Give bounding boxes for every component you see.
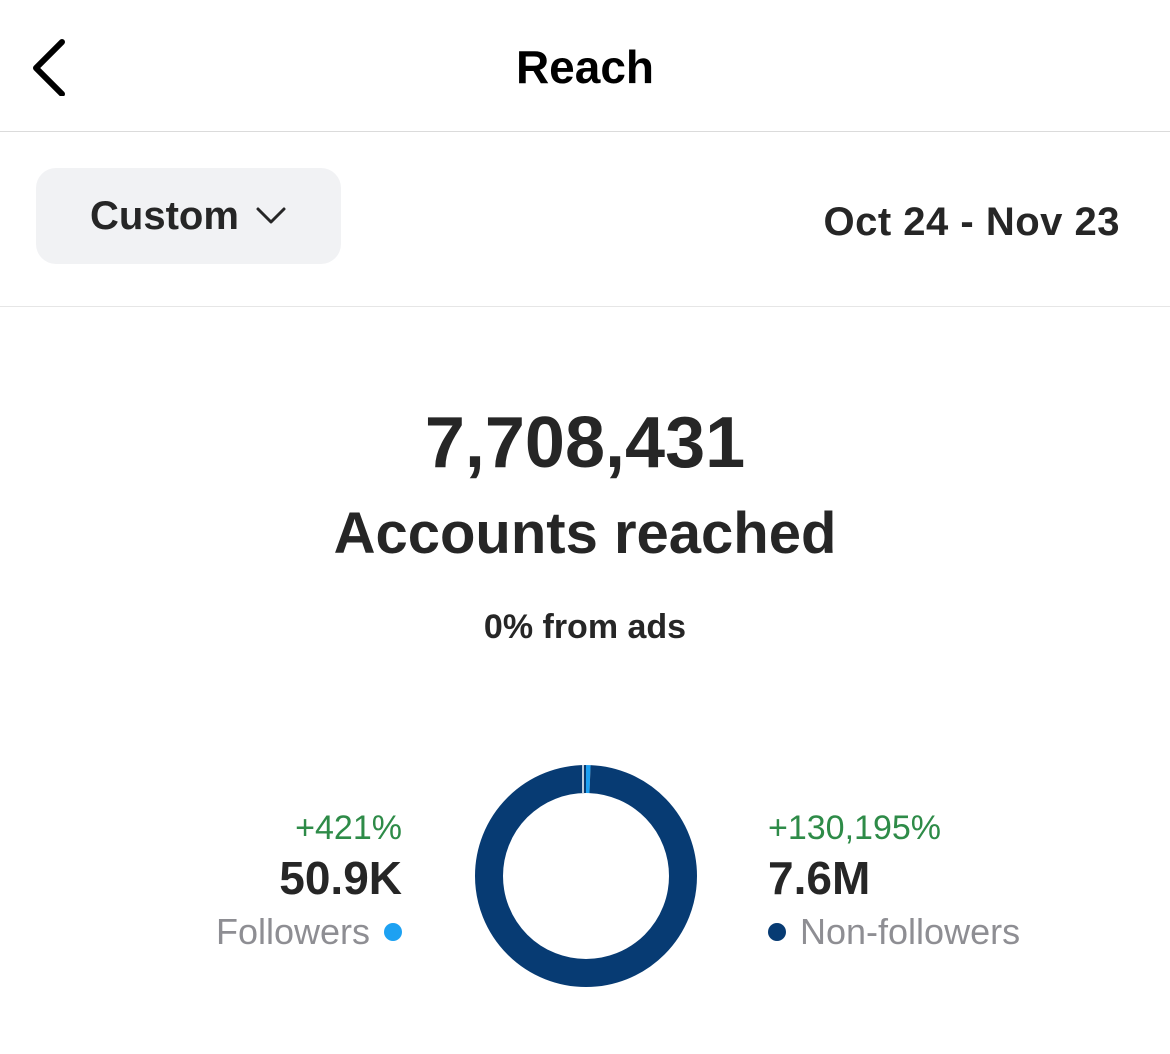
followers-value: 50.9K [279, 852, 402, 904]
followers-legend-dot [384, 923, 402, 941]
ads-percentage: 0% from ads [483, 608, 687, 646]
non-followers-label: Non-followers [800, 911, 1021, 952]
date-range-dropdown-label: Custom [90, 193, 239, 238]
followers-change: +421% [295, 809, 402, 847]
followers-stat: +421% 50.9K Followers [216, 806, 402, 958]
top-bar: Reach [0, 0, 1170, 132]
non-followers-stat: +130,195% 7.6M Non-followers [768, 806, 1020, 958]
accounts-reached-label: Accounts reached [333, 501, 837, 566]
non-followers-change: +130,195% [768, 809, 941, 847]
non-followers-legend-dot [768, 923, 786, 941]
chevron-down-icon [256, 207, 286, 224]
date-range-text: Oct 24 - Nov 23 [823, 200, 1120, 244]
reach-donut-chart [475, 765, 697, 987]
followers-label: Followers [215, 911, 370, 952]
page-title: Reach [515, 41, 655, 93]
non-followers-value: 7.6M [768, 852, 871, 904]
filter-bar: Custom Oct 24 - Nov 23 [0, 132, 1170, 307]
accounts-reached-count: 7,708,431 [424, 403, 746, 483]
followers-legend: Followers [216, 906, 402, 958]
non-followers-legend: Non-followers [768, 906, 1020, 958]
date-range-dropdown[interactable]: Custom [36, 168, 341, 264]
donut-slice-non-followers [475, 765, 697, 987]
chevron-left-icon [33, 39, 65, 96]
back-button[interactable] [20, 30, 76, 102]
